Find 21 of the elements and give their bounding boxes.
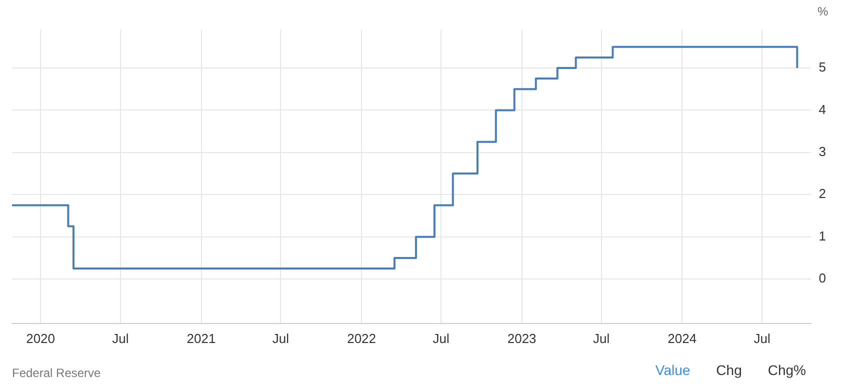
x-tick-label: 2023 [507, 330, 536, 346]
x-tick-label: Jul [592, 330, 610, 346]
y-tick-label: 3 [818, 144, 826, 160]
text: Chg [716, 362, 742, 378]
y-tick-label: 4 [818, 102, 826, 117]
x-tick-label: Jul [112, 330, 129, 346]
x-tick-label: 2024 [668, 330, 697, 346]
text: Chg% [768, 362, 806, 378]
y-tick-label: 2 [818, 186, 826, 202]
text: Federal Reserve [12, 366, 101, 380]
y-tick-label: 1 [818, 228, 826, 244]
y-tick-label: 5 [818, 60, 826, 75]
x-tick-label: Jul [754, 330, 770, 346]
x-tick-label: 2021 [186, 330, 216, 346]
x-tick-label: Jul [272, 330, 290, 346]
x-tick-label: Jul [432, 330, 450, 346]
x-tick-label: 2022 [347, 330, 376, 346]
y-tick-label: 0 [818, 270, 826, 286]
y-axis-title: % [817, 4, 828, 18]
x-tick-label: 2020 [26, 330, 56, 346]
text: Value [655, 362, 690, 378]
